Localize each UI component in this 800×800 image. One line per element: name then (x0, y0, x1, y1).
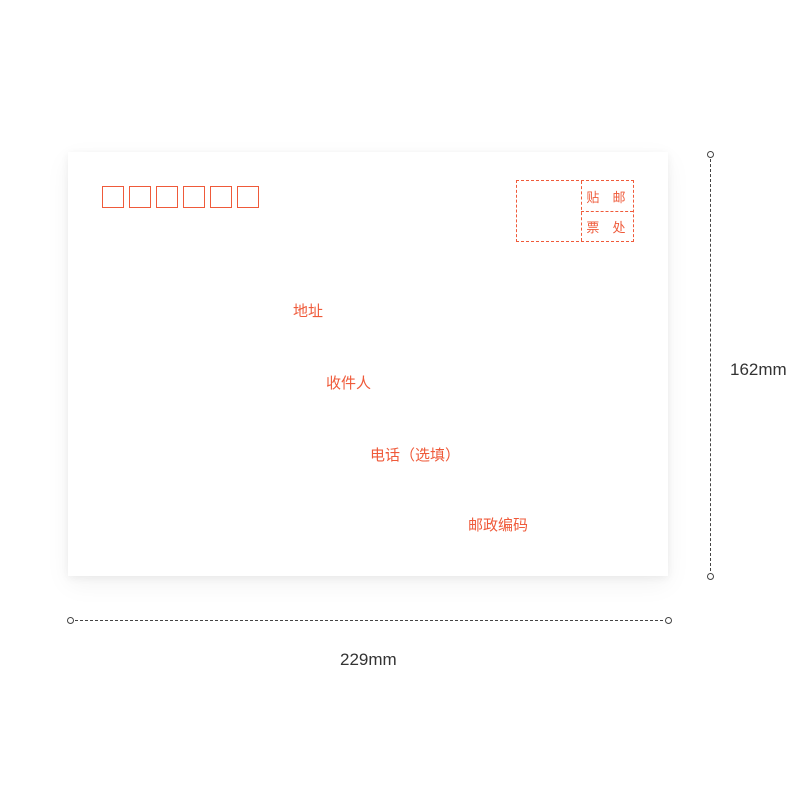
postcode-box (210, 186, 232, 208)
postcode-box (183, 186, 205, 208)
stamp-label-block: 贴 邮 票 处 (581, 181, 633, 241)
dimension-dot (665, 617, 672, 624)
stamp-label-row-2: 票 处 (581, 217, 633, 236)
envelope-field-label: 邮政编码 (468, 514, 528, 535)
postcode-box (102, 186, 124, 208)
dimension-dot (67, 617, 74, 624)
envelope: 贴 邮 票 处 地址收件人电话（选填） 邮政编码 (68, 152, 668, 576)
dimension-line-vertical (710, 159, 711, 571)
envelope-field-label: 收件人 (326, 372, 371, 393)
postcode-box (237, 186, 259, 208)
postcode-boxes (102, 186, 259, 208)
dimension-dot (707, 573, 714, 580)
envelope-field-label: 地址 (293, 300, 323, 321)
dimension-width-label: 229mm (340, 650, 397, 670)
stamp-char: 处 (612, 217, 627, 236)
stamp-area: 贴 邮 票 处 (516, 180, 634, 242)
diagram-canvas: 贴 邮 票 处 地址收件人电话（选填） 邮政编码 162mm 229mm (0, 0, 800, 800)
stamp-char: 邮 (612, 187, 627, 206)
dimension-dot (707, 151, 714, 158)
stamp-char: 票 (586, 217, 601, 236)
postcode-box (156, 186, 178, 208)
stamp-label-row-1: 贴 邮 (581, 187, 633, 206)
dimension-height-label: 162mm (730, 360, 787, 380)
postcode-box (129, 186, 151, 208)
envelope-field-label: 电话（选填） (370, 444, 460, 465)
dimension-line-horizontal (75, 620, 663, 621)
stamp-char: 贴 (586, 187, 601, 206)
